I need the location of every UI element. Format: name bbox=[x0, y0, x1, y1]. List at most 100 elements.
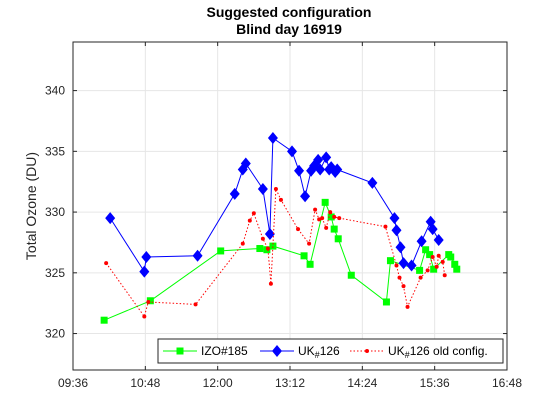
data-point bbox=[324, 225, 329, 230]
data-point bbox=[418, 275, 423, 280]
data-point bbox=[229, 187, 240, 200]
data-point bbox=[347, 271, 355, 279]
legend-entry-uk126-old: UK#126 old config. bbox=[350, 344, 488, 360]
data-point bbox=[334, 235, 342, 243]
data-point bbox=[287, 145, 298, 158]
data-point bbox=[139, 265, 150, 278]
data-point bbox=[425, 268, 430, 273]
legend-label-uk126: UK#126 bbox=[298, 344, 340, 360]
data-point bbox=[386, 257, 394, 265]
data-point bbox=[100, 316, 108, 324]
series-1 bbox=[105, 131, 444, 278]
legend-marker-uk126-old bbox=[365, 349, 369, 353]
x-tick-label: 14:24 bbox=[347, 376, 377, 390]
x-tick-label: 15:36 bbox=[420, 376, 450, 390]
data-point bbox=[321, 151, 332, 164]
data-point bbox=[251, 211, 256, 216]
data-point bbox=[327, 213, 335, 221]
data-point bbox=[307, 241, 312, 246]
data-point bbox=[240, 157, 251, 170]
chart-title-line2: Blind day 16919 bbox=[236, 21, 342, 37]
data-point bbox=[142, 314, 147, 319]
y-tick-label: 320 bbox=[45, 327, 65, 341]
legend-entry-izo185: IZO#185 bbox=[163, 344, 248, 358]
legend: IZO#185 UK#126 UK#126 old config. bbox=[157, 338, 504, 364]
data-point bbox=[453, 265, 461, 273]
data-point bbox=[240, 241, 245, 246]
y-tick-label: 325 bbox=[45, 266, 65, 280]
data-point bbox=[296, 227, 301, 232]
data-point bbox=[330, 225, 338, 233]
data-point bbox=[267, 131, 278, 144]
data-point bbox=[321, 198, 329, 206]
data-point bbox=[367, 176, 378, 189]
data-point bbox=[264, 227, 275, 240]
data-point bbox=[430, 265, 438, 273]
series-2 bbox=[104, 186, 447, 319]
data-point bbox=[416, 235, 427, 248]
chart-title-line1: Suggested configuration bbox=[207, 4, 372, 20]
data-point bbox=[317, 217, 322, 222]
legend-label-izo185: IZO#185 bbox=[201, 344, 248, 358]
y-tick-label: 330 bbox=[45, 205, 65, 219]
data-point bbox=[442, 273, 447, 278]
data-point bbox=[382, 298, 390, 306]
data-point bbox=[247, 218, 252, 223]
data-point bbox=[193, 302, 198, 307]
data-point bbox=[141, 251, 152, 264]
data-point bbox=[257, 182, 268, 195]
data-point bbox=[401, 284, 406, 289]
data-point bbox=[300, 252, 308, 260]
data-point bbox=[313, 153, 324, 166]
data-point bbox=[300, 190, 311, 203]
data-point bbox=[447, 253, 455, 261]
data-point bbox=[416, 266, 424, 274]
x-tick-label: 12:00 bbox=[203, 376, 233, 390]
y-tick-label: 335 bbox=[45, 144, 65, 158]
data-point bbox=[398, 257, 409, 270]
series-0 bbox=[100, 198, 461, 324]
data-point bbox=[313, 207, 318, 212]
legend-label-uk126-old: UK#126 old config. bbox=[388, 344, 488, 360]
data-point bbox=[405, 304, 410, 309]
data-point bbox=[434, 264, 439, 269]
data-point bbox=[146, 297, 154, 305]
legend-entry-uk126: UK#126 bbox=[260, 344, 340, 360]
data-point bbox=[256, 245, 264, 253]
y-tick-label: 340 bbox=[45, 84, 65, 98]
data-point bbox=[440, 259, 445, 264]
y-axis-label: Total Ozone (DU) bbox=[23, 152, 39, 260]
data-point bbox=[391, 224, 402, 237]
data-point bbox=[315, 163, 326, 176]
data-point bbox=[328, 210, 333, 215]
data-point bbox=[397, 275, 402, 280]
data-point bbox=[105, 212, 116, 225]
x-tick-label: 09:36 bbox=[58, 376, 88, 390]
data-point bbox=[104, 261, 109, 266]
data-point bbox=[436, 253, 441, 258]
data-point bbox=[306, 260, 314, 268]
data-point bbox=[320, 216, 325, 221]
data-point bbox=[337, 216, 342, 221]
data-point bbox=[395, 241, 406, 254]
data-point bbox=[383, 224, 388, 229]
axis-ticks: 09:36 10:48 12:00 13:12 14:24 15:36 16:48 320 32… bbox=[45, 42, 522, 390]
x-tick-label: 10:48 bbox=[130, 376, 160, 390]
data-point bbox=[146, 299, 151, 304]
data-point bbox=[426, 251, 434, 259]
data-point bbox=[268, 281, 273, 286]
data-point bbox=[430, 255, 435, 260]
series-layer bbox=[100, 131, 461, 324]
data-point bbox=[332, 163, 343, 176]
data-point bbox=[427, 223, 438, 236]
data-point bbox=[332, 214, 337, 219]
legend-marker-izo185 bbox=[176, 347, 184, 355]
data-point bbox=[217, 247, 225, 255]
data-point bbox=[451, 260, 459, 268]
data-point bbox=[278, 197, 283, 202]
data-point bbox=[260, 236, 265, 241]
data-point bbox=[394, 263, 399, 268]
data-point bbox=[422, 246, 430, 254]
legend-marker-uk126 bbox=[272, 345, 282, 357]
